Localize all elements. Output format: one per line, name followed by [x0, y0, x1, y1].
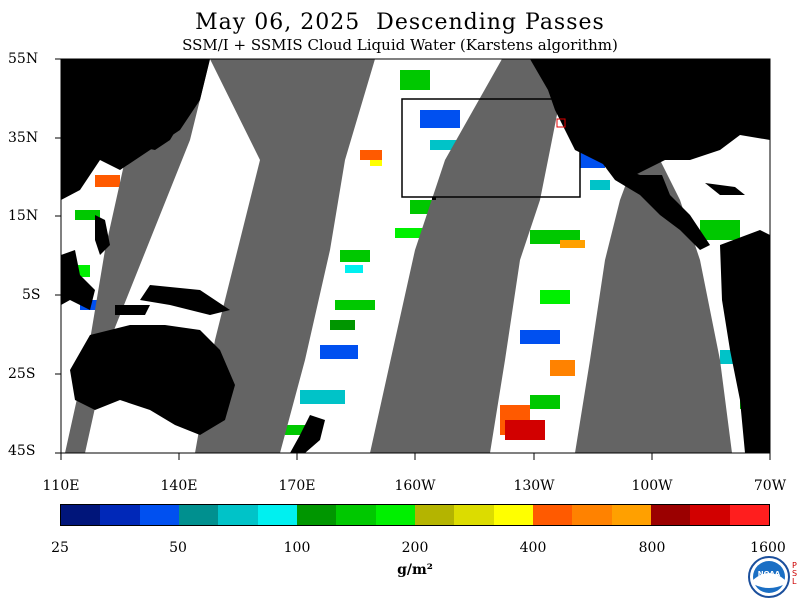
color-swatch-2 [139, 505, 179, 525]
color-swatch-1 [100, 505, 140, 525]
scale-tick-50: 50 [169, 540, 187, 556]
lon-label-100w: 100W [631, 478, 673, 494]
color-swatch-13 [572, 505, 612, 525]
scale-tick-400: 400 [519, 540, 547, 556]
axis-ticks [55, 58, 771, 460]
color-swatch-9 [414, 505, 455, 525]
color-swatch-7 [336, 505, 376, 525]
location-marker [556, 118, 566, 128]
units-label: g/m² [397, 562, 433, 578]
map-title: May 06, 2025 Descending Passes [195, 10, 605, 35]
map-subtitle: SSM/I + SSMIS Cloud Liquid Water (Karste… [182, 36, 618, 54]
lon-label-170e: 170E [278, 478, 316, 494]
scale-tick-100: 100 [283, 540, 311, 556]
color-swatch-14 [611, 505, 651, 525]
lon-label-130w: 130W [513, 478, 555, 494]
color-swatch-16 [690, 505, 730, 525]
lon-label-110e: 110E [42, 478, 80, 494]
noaa-logo-text: NOAA [758, 570, 781, 578]
scale-tick-800: 800 [638, 540, 666, 556]
scale-tick-200: 200 [401, 540, 429, 556]
color-swatch-12 [532, 505, 573, 525]
lon-label-140e: 140E [160, 478, 198, 494]
color-swatch-5 [257, 505, 297, 525]
land-masses [61, 59, 770, 453]
color-swatch-8 [375, 505, 415, 525]
color-swatch-17 [729, 505, 769, 525]
color-swatch-6 [296, 505, 337, 525]
color-swatch-10 [454, 505, 494, 525]
noaa-logo[interactable]: NOAA [748, 556, 790, 598]
color-swatch-0 [61, 505, 101, 525]
lat-label-35n: 35N [8, 130, 39, 146]
region-outline-box [401, 98, 581, 198]
lat-label-45s: 45S [8, 443, 36, 459]
color-swatch-4 [218, 505, 258, 525]
lon-label-160w: 160W [394, 478, 436, 494]
color-scale-bar [60, 504, 770, 526]
color-swatch-15 [650, 505, 691, 525]
lon-label-70w: 70W [753, 478, 787, 494]
lat-label-55n: 55N [8, 51, 39, 67]
lat-label-15n: 15N [8, 208, 39, 224]
color-swatch-11 [493, 505, 533, 525]
scale-tick-25: 25 [51, 540, 69, 556]
lat-label-25s: 25S [8, 366, 36, 382]
scale-tick-1600: 1600 [750, 540, 786, 556]
lat-label-5s: 5S [22, 287, 41, 303]
color-swatch-3 [178, 505, 219, 525]
